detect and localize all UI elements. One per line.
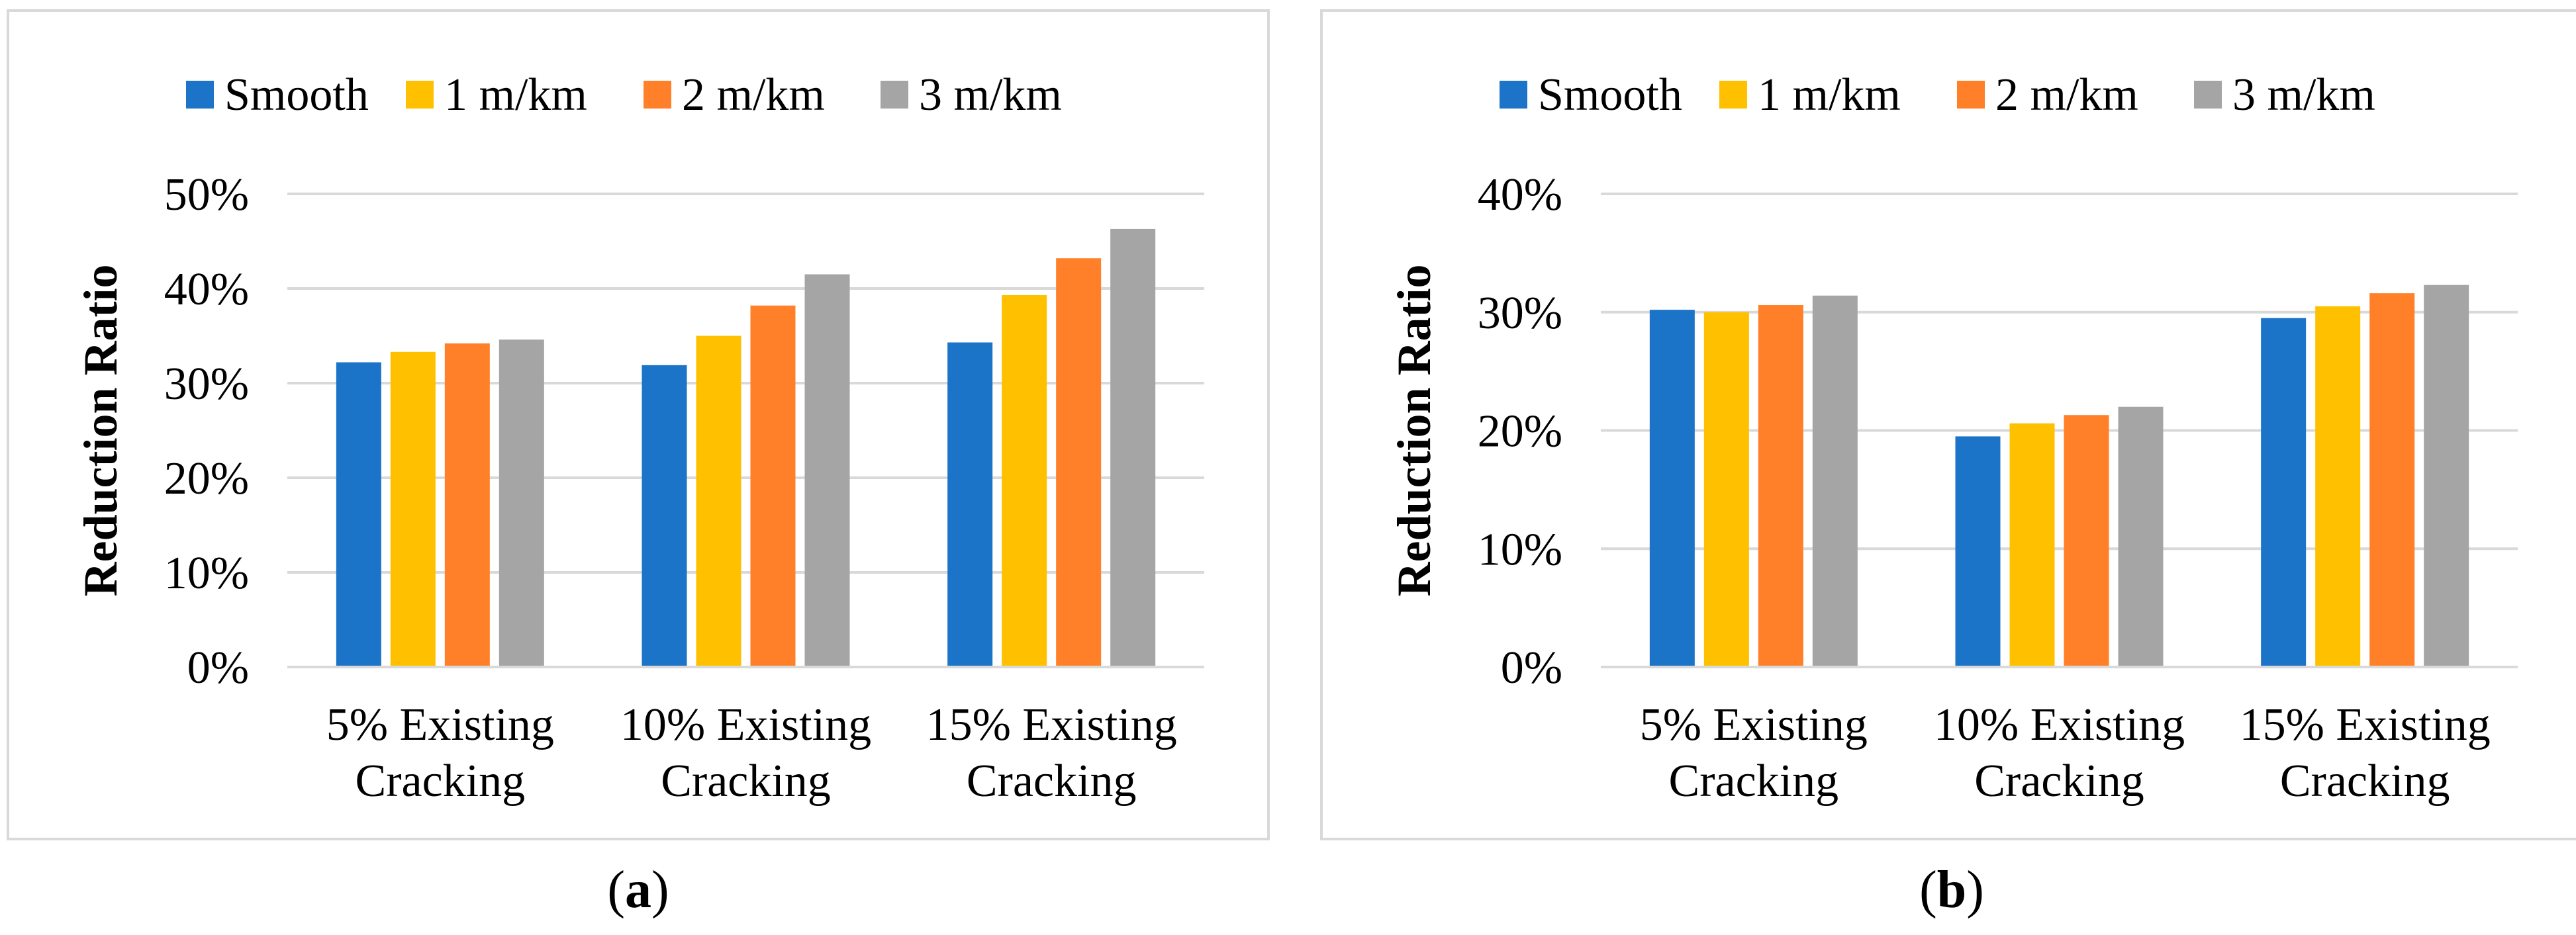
y-tick-label: 0% (1501, 643, 1562, 693)
bar-smooth (1955, 436, 2001, 667)
bar-3-m-km (499, 339, 544, 667)
legend-swatch (1500, 81, 1527, 109)
caption-b: (b) (1320, 860, 2576, 920)
y-tick-label: 10% (1478, 524, 1562, 575)
x-tick-label: Cracking (1974, 756, 2144, 807)
bar-3-m-km (804, 274, 850, 667)
x-tick-label: 5% Existing (326, 699, 554, 750)
bar-smooth (2261, 318, 2307, 667)
legend-label: 2 m/km (682, 69, 825, 120)
bar-3-m-km (1812, 295, 1858, 668)
legend-swatch (186, 81, 214, 109)
bar-2-m-km (750, 305, 796, 667)
chart-panel-a: 0% 10% 20% 30% 40% 50% Reduction Ratio 5% Exist… (7, 9, 1270, 840)
bar-2-m-km (2064, 415, 2109, 667)
legend-swatch (1719, 81, 1747, 109)
y-tick-label: 50% (164, 169, 249, 220)
legend-swatch (1957, 81, 1985, 109)
legend-label: 1 m/km (444, 69, 587, 120)
bar-3-m-km (1110, 228, 1156, 667)
legend-swatch (881, 81, 908, 109)
bar-2-m-km (1056, 258, 1102, 667)
legend-label: 2 m/km (1995, 69, 2138, 120)
y-tick-label: 40% (1478, 169, 1562, 220)
bar-smooth (336, 362, 381, 667)
bar-2-m-km (2369, 293, 2415, 667)
x-tick-label: Cracking (967, 756, 1137, 807)
caption-a-close: ) (651, 861, 669, 919)
x-tick-label: Cracking (661, 756, 831, 807)
bar-1-m-km (1703, 312, 1749, 667)
y-axis-title: Reduction Ratio (1388, 265, 1441, 597)
bar-3-m-km (2118, 406, 2164, 667)
x-tick-label: 10% Existing (620, 699, 871, 750)
legend-swatch (644, 81, 671, 109)
legend-label: Smooth (224, 69, 369, 120)
caption-a-open: ( (607, 861, 625, 919)
x-tick-label: Cracking (356, 756, 526, 807)
legend-label: Smooth (1538, 69, 1682, 120)
caption-a: (a) (7, 860, 1270, 920)
x-tick-label: Cracking (1669, 756, 1839, 807)
bar-1-m-km (2009, 423, 2055, 667)
y-tick-label: 0% (187, 643, 249, 693)
y-tick-label: 20% (164, 453, 249, 504)
bar-smooth (642, 365, 687, 667)
bar-1-m-km (1002, 295, 1047, 667)
y-tick-label: 30% (164, 359, 249, 410)
y-tick-label: 30% (1478, 288, 1562, 339)
chart-panel-b: 0% 10% 20% 30% 40% Reduction Ratio 5% Existing… (1320, 9, 2576, 840)
caption-b-letter: b (1936, 861, 1967, 919)
legend-label: 3 m/km (919, 69, 1062, 120)
bar-1-m-km (390, 351, 436, 667)
caption-b-close: ) (1966, 861, 1984, 919)
legend-label: 3 m/km (2232, 69, 2375, 120)
x-tick-label: 15% Existing (926, 699, 1177, 750)
y-tick-label: 20% (1478, 406, 1562, 457)
bar-3-m-km (2424, 285, 2469, 667)
legend-swatch (2194, 81, 2222, 109)
bar-chart-a: 0% 10% 20% 30% 40% 50% Reduction Ratio 5% Exist… (74, 69, 1204, 807)
x-tick-label: Cracking (2280, 756, 2450, 807)
x-tick-label: 10% Existing (1934, 699, 2185, 750)
y-axis-title: Reduction Ratio (74, 265, 127, 597)
bar-1-m-km (2315, 306, 2361, 667)
legend-swatch (406, 81, 434, 109)
bar-smooth (947, 342, 993, 667)
x-tick-label: 15% Existing (2240, 699, 2491, 750)
caption-a-letter: a (625, 861, 651, 919)
caption-b-open: ( (1919, 861, 1937, 919)
y-tick-label: 40% (164, 264, 249, 315)
bar-smooth (1649, 310, 1695, 667)
bar-2-m-km (1758, 305, 1803, 667)
x-tick-label: 5% Existing (1640, 699, 1868, 750)
y-tick-label: 10% (164, 548, 249, 599)
bar-chart-b: 0% 10% 20% 30% 40% Reduction Ratio 5% Existing… (1388, 69, 2518, 807)
bar-2-m-km (444, 343, 490, 667)
bar-1-m-km (696, 335, 741, 667)
legend-label: 1 m/km (1758, 69, 1901, 120)
